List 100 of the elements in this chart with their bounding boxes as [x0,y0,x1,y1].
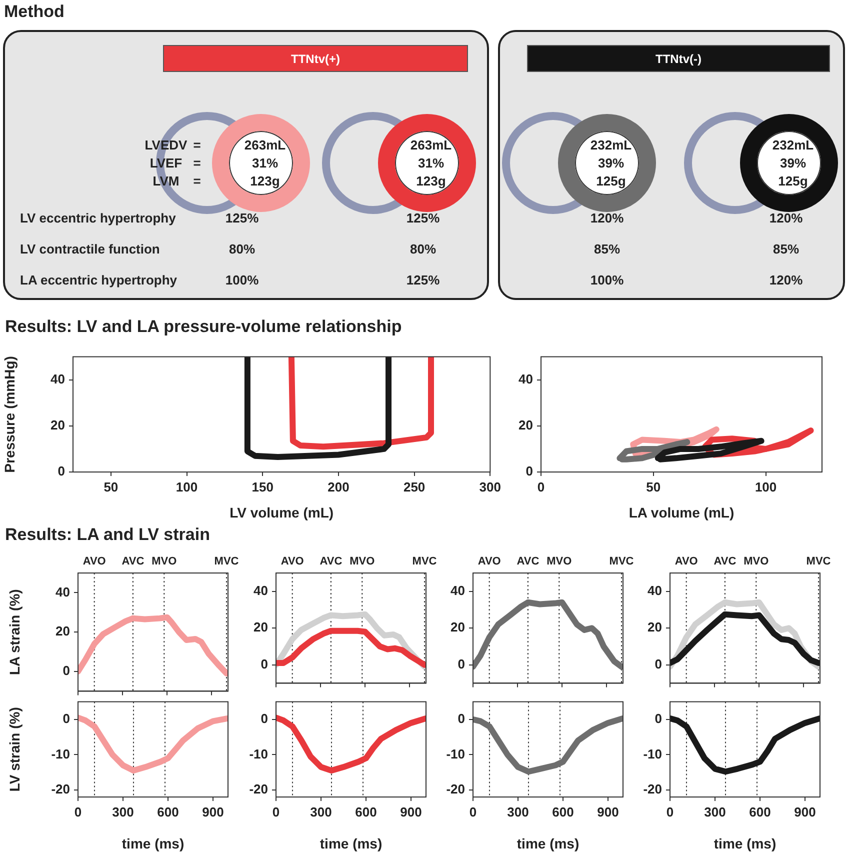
y-tick-label: 0 [458,656,465,672]
x-tick-label: 600 [749,804,771,820]
ref-line-label: AVO [674,556,698,568]
text: = [193,174,201,188]
x-tick-label: 50 [104,479,118,494]
x-tick-label: 300 [310,804,332,820]
y-tick-label: 0 [58,464,65,479]
y-tick-label: -10 [643,746,662,762]
y-tick-label: 0 [62,663,70,678]
x-tick-label: 0 [272,804,280,820]
text: 125g [596,174,626,188]
y-tick-label: 20 [518,418,533,432]
text: LVM [152,174,180,188]
ref-line-label: AVC [714,556,736,568]
x-tick-label: 300 [112,804,134,820]
x-tick-label: 900 [202,804,224,820]
x-tick-label: 900 [597,804,619,820]
text: 123g [250,174,280,188]
y-tick-label: 40 [50,371,65,386]
x-tick-label: 900 [794,804,816,820]
x-axis-title: time (ms) [122,835,184,852]
text: 80% [410,242,436,256]
y-axis-title: Pressure (mmHg) [1,356,18,473]
x-tick-label: 50 [646,479,661,494]
text: 100% [225,272,259,288]
text: LVEDV [144,138,188,152]
text: 263mL [410,138,452,152]
text: 232mL [590,138,632,152]
text: 31% [252,156,278,170]
ref-line-label: MVC [609,556,634,568]
text: 31% [418,156,444,170]
ref-line-label: AVC [122,556,144,568]
text: 100% [590,272,624,288]
x-axis-title: time (ms) [516,835,580,852]
chart-title: Results: LA and LV strain [5,525,210,545]
x-axis-title: LV volume (mL) [230,504,334,520]
x-tick-label: 600 [355,804,377,820]
chart-title: Results: LV and LA pressure-volume relationship [5,317,402,337]
text: 120% [769,272,803,288]
text: TTNtv(-) [656,52,702,66]
text: 125g [778,174,808,188]
text: Method [4,2,64,22]
y-tick-label: -10 [446,746,465,762]
x-tick-label: 0 [469,804,477,820]
text: 232mL [772,138,814,152]
text: 39% [780,156,806,170]
text: 85% [772,242,800,256]
text: TTNtv(+) [291,52,340,66]
text: LV eccentric hypertrophy [20,210,176,226]
text: LV contractile function [20,242,160,256]
y-tick-label: 0 [62,711,70,726]
text: 120% [769,210,803,226]
y-tick-label: 40 [648,582,662,598]
ref-line-label: AVO [82,556,106,568]
text: 120% [590,210,624,226]
x-tick-label: 0 [666,804,674,820]
x-tick-label: 600 [552,804,574,820]
y-tick-label: 0 [654,656,662,672]
ref-line-label: MVO [546,556,572,568]
ref-line-label: AVO [280,556,304,568]
x-tick-label: 300 [507,804,529,820]
text: = [193,138,201,152]
x-tick-label: 100 [176,479,198,494]
x-tick-label: 150 [252,479,274,494]
text: LVEF [150,156,182,170]
y-tick-label: -20 [446,782,465,797]
y-tick-label: 20 [648,620,662,635]
text: 39% [598,156,624,170]
x-axis-title: time (ms) [320,835,382,852]
x-tick-label: 0 [537,479,545,494]
x-axis-title: time (ms) [714,835,776,852]
ref-line-label: AVC [320,556,342,568]
y-tick-label: -10 [249,746,268,762]
y-tick-label: 20 [450,620,465,635]
text: 85% [594,242,620,256]
ref-line-label: MVC [214,556,239,568]
text: LA eccentric hypertrophy [20,272,178,288]
y-axis-title: LV strain (%) [6,707,22,792]
y-tick-label: -20 [643,782,662,797]
y-tick-label: 0 [526,464,533,479]
x-tick-label: 250 [403,479,426,494]
x-tick-label: 300 [704,804,726,820]
ref-line-label: AVO [478,556,502,568]
text: 125% [406,272,440,288]
y-axis-title: LA strain (%) [6,589,22,676]
ref-line-label: AVC [516,556,540,568]
y-tick-label: 40 [56,584,70,600]
y-tick-label: 0 [654,711,662,726]
x-tick-label: 900 [400,804,422,820]
text: 125% [225,210,259,226]
y-tick-label: 20 [50,418,65,432]
text: 125% [406,210,440,226]
x-tick-label: 200 [328,479,350,494]
text: 80% [228,242,256,256]
x-tick-label: 0 [74,804,82,820]
y-tick-label: 20 [56,624,70,639]
y-tick-label: 40 [450,582,465,598]
text: = [193,156,201,170]
x-axis-title: LA volume (mL) [628,504,734,520]
y-tick-label: 20 [254,620,268,635]
